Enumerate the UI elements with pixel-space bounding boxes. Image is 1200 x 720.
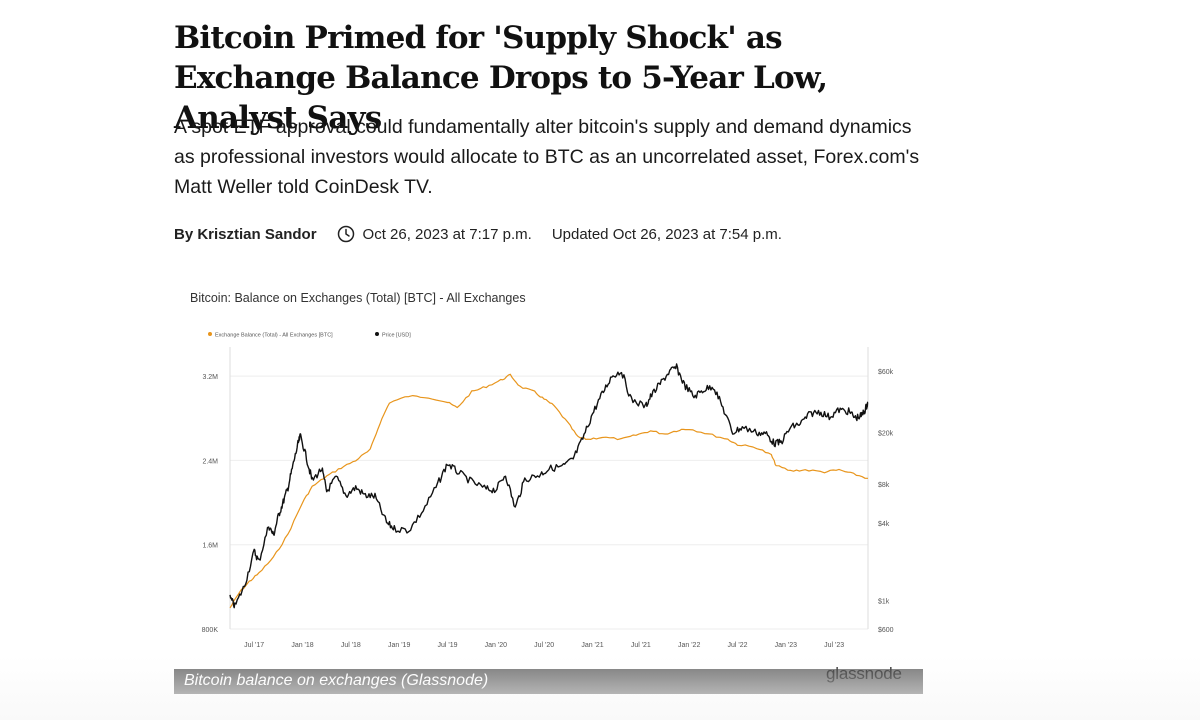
x-tick-label: Jul '21 — [631, 642, 651, 649]
x-tick-label: Jul '17 — [244, 642, 264, 649]
published-date: Oct 26, 2023 at 7:17 p.m. — [362, 225, 532, 243]
chart-title: Bitcoin: Balance on Exchanges (Total) [B… — [190, 291, 526, 305]
y-right-tick-label: $600 — [878, 627, 894, 634]
legend-swatch-price — [375, 332, 379, 336]
figure-caption: Bitcoin balance on exchanges (Glassnode) — [184, 672, 489, 689]
author-link[interactable]: By Krisztian Sandor — [174, 225, 317, 243]
y-right-tick-label: $20k — [878, 431, 894, 438]
x-tick-label: Jan '22 — [678, 642, 700, 649]
x-tick-label: Jan '20 — [485, 642, 507, 649]
updated-date: Updated Oct 26, 2023 at 7:54 p.m. — [551, 225, 782, 243]
x-tick-label: Jan '21 — [581, 642, 603, 649]
article-headline: Bitcoin Primed for 'Supply Shock' as Exc… — [174, 20, 828, 136]
caption-bar: Bitcoin balance on exchanges (Glassnode) — [174, 669, 923, 694]
x-tick-label: Jul '23 — [824, 642, 844, 649]
y-right-tick-label: $1k — [878, 598, 890, 605]
byline-row: By Krisztian Sandor Oct 26, 2023 at 7:17… — [174, 222, 934, 246]
y-right-tick-label: $8k — [878, 482, 890, 489]
legend-label-price: Price [USD] — [382, 333, 411, 339]
chart-figure: Bitcoin: Balance on Exchanges (Total) [B… — [174, 277, 923, 694]
x-tick-label: Jul '19 — [437, 642, 457, 649]
exchange-balance-chart: 3.2M 2.4M 1.6M 800K $60k $20k $8k $4k $1k $600 Jul… — [202, 332, 894, 649]
y-right-tick-label: $4k — [878, 521, 890, 528]
series-line-price — [229, 363, 869, 609]
x-tick-label: Jul '22 — [727, 642, 747, 649]
clock-icon — [337, 225, 354, 243]
y-left-tick-label: 3.2M — [202, 374, 218, 381]
series-line-exchange-balance — [229, 373, 868, 609]
y-left-tick-label: 1.6M — [202, 543, 218, 550]
x-tick-label: Jul '20 — [534, 642, 554, 649]
x-tick-label: Jul '18 — [341, 642, 361, 649]
x-tick-label: Jan '23 — [775, 642, 797, 649]
article-dek: A spot ETF approval could fundamentally … — [174, 116, 920, 198]
y-left-tick-label: 800K — [202, 627, 219, 634]
y-right-tick-label: $60k — [878, 369, 894, 376]
legend-swatch-balance — [208, 332, 212, 336]
x-tick-label: Jan '19 — [388, 642, 410, 649]
x-tick-label: Jan '18 — [291, 642, 313, 649]
glassnode-watermark: glassnode — [826, 664, 902, 683]
legend-label-balance: Exchange Balance (Total) - All Exchanges… — [215, 333, 333, 339]
y-left-tick-label: 2.4M — [202, 458, 218, 465]
